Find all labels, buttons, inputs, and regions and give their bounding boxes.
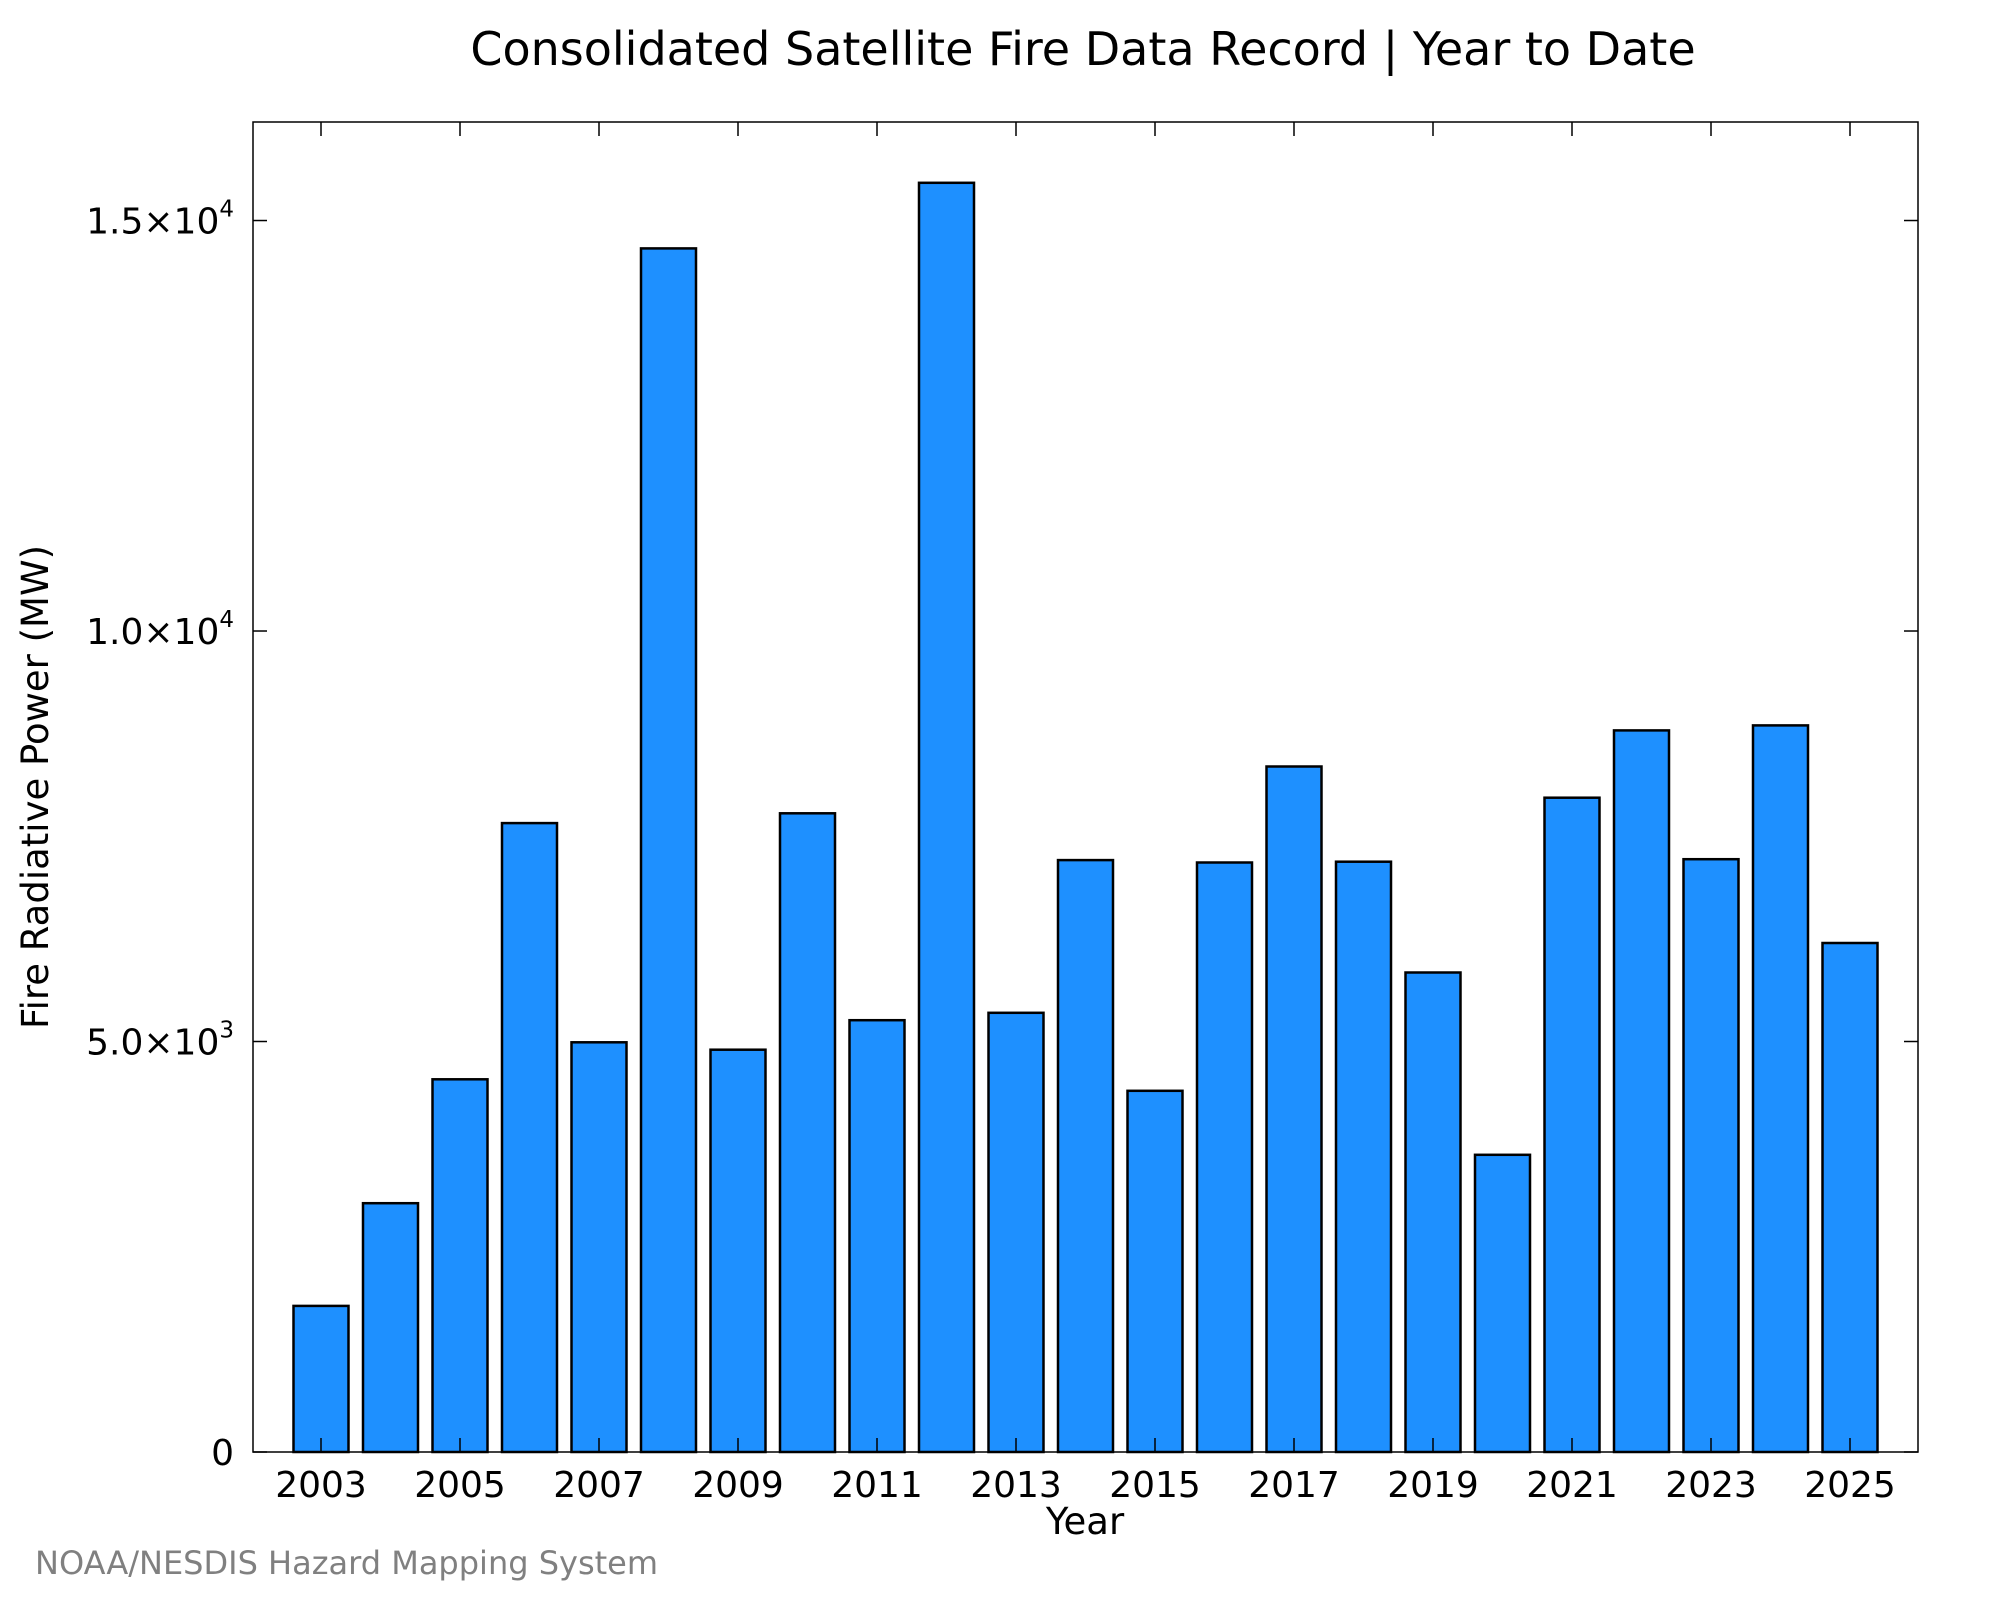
bar-2005 — [431, 1078, 489, 1454]
bar-2009 — [709, 1048, 767, 1454]
bar-2020 — [1473, 1153, 1532, 1454]
bar-2003 — [292, 1304, 350, 1454]
bar-2007 — [570, 1041, 628, 1454]
x-tick-label-2003: 2003 — [275, 1465, 367, 1506]
bar-2013 — [987, 1011, 1045, 1454]
bar-2004 — [361, 1201, 420, 1454]
x-tick-label-2019: 2019 — [1387, 1465, 1479, 1506]
bar-2022 — [1612, 729, 1671, 1454]
bar-2011 — [848, 1018, 906, 1454]
y-tick-label-5000: 5.0×103 — [86, 1018, 234, 1064]
y-tick-label-10000: 1.0×104 — [86, 607, 234, 653]
x-tick-label-2013: 2013 — [970, 1465, 1062, 1506]
x-tick-label-2015: 2015 — [1109, 1465, 1201, 1506]
x-tick-label-2025: 2025 — [1804, 1465, 1896, 1506]
bar-2023 — [1682, 857, 1740, 1454]
x-tick-label-2023: 2023 — [1665, 1465, 1757, 1506]
bar-2008 — [639, 247, 698, 1454]
x-tick-label-2021: 2021 — [1526, 1465, 1618, 1506]
x-tick-label-2009: 2009 — [692, 1465, 784, 1506]
x-tick-label-2007: 2007 — [553, 1465, 645, 1506]
bars-layer — [292, 181, 1879, 1454]
bar-2010 — [778, 812, 837, 1454]
bar-2006 — [500, 821, 559, 1454]
bar-2014 — [1056, 858, 1115, 1454]
bar-2025 — [1821, 941, 1879, 1454]
x-tick-label-2017: 2017 — [1248, 1465, 1340, 1506]
ticks-layer: 2003 2005 2007 2009 2011 2013 2015 2017 2019 2021… — [86, 122, 1918, 1506]
x-tick-label-2011: 2011 — [831, 1465, 923, 1506]
y-tick-label-15000: 1.5×104 — [86, 197, 234, 243]
x-axis-label: Year — [1045, 1500, 1125, 1543]
y-axis-label: Fire Radiative Power (MW) — [14, 545, 57, 1029]
bar-2024 — [1751, 724, 1810, 1454]
bar-2012 — [917, 181, 976, 1454]
chart-title: Consolidated Satellite Fire Data Record … — [470, 22, 1695, 77]
bar-2015 — [1126, 1089, 1184, 1454]
x-tick-label-2005: 2005 — [414, 1465, 506, 1506]
bar-2021 — [1543, 796, 1601, 1454]
bar-2016 — [1195, 861, 1254, 1454]
bar-2019 — [1404, 971, 1462, 1454]
bar-2017 — [1265, 765, 1323, 1454]
bar-2018 — [1334, 860, 1393, 1454]
y-tick-label-0: 0 — [211, 1433, 234, 1474]
source-note: NOAA/NESDIS Hazard Mapping System — [35, 1544, 658, 1582]
